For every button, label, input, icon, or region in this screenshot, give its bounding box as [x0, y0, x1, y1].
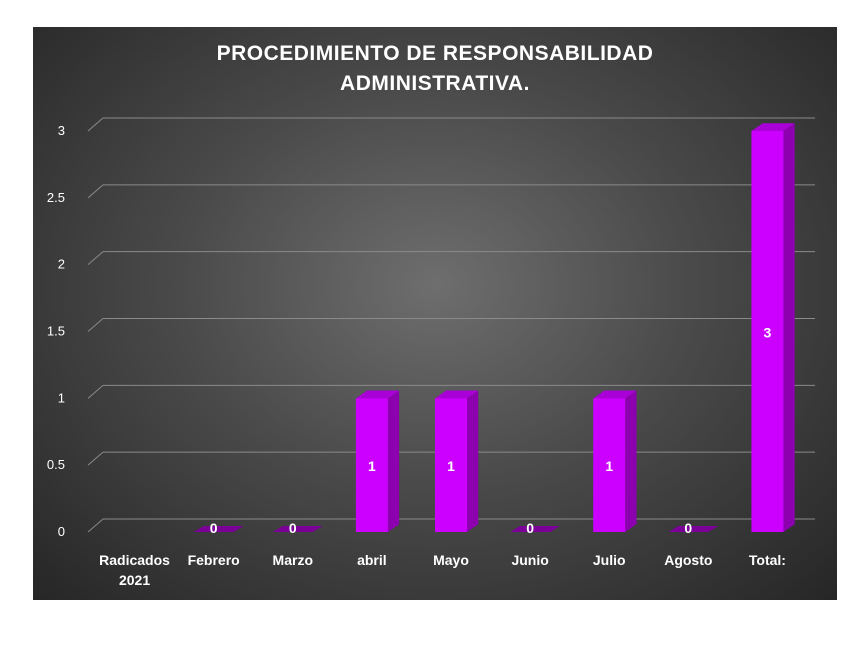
x-category-label: 2021	[119, 572, 150, 588]
gridline-side	[87, 318, 104, 332]
x-category-label: abril	[357, 552, 387, 568]
bar	[751, 131, 784, 532]
data-label: 1	[447, 458, 455, 474]
x-category-label: Total:	[749, 552, 786, 568]
y-tick-label: 1	[58, 390, 65, 405]
bar-side	[783, 123, 795, 532]
gridline-side	[87, 251, 104, 266]
data-label: 1	[605, 458, 613, 474]
bar-top	[593, 390, 637, 399]
data-label: 1	[368, 458, 376, 474]
x-category-label: Mayo	[433, 552, 469, 568]
bar	[355, 398, 388, 532]
gridline-side	[87, 117, 104, 132]
x-category-label: Radicados	[99, 552, 170, 568]
bar-top	[355, 390, 400, 399]
x-category-label: Junio	[511, 552, 548, 568]
bar-chart: PROCEDIMIENTO DE RESPONSABILIDAD ADMINIST…	[47, 42, 815, 588]
bar-side	[467, 390, 479, 532]
bar	[435, 398, 467, 532]
y-tick-label: 3	[58, 123, 65, 138]
data-label: 3	[764, 325, 772, 341]
bar-zero	[668, 526, 719, 532]
x-category-label: Julio	[593, 552, 626, 568]
bar	[593, 398, 626, 532]
bar-top	[435, 390, 479, 399]
data-label: 0	[210, 520, 218, 536]
gridline-side	[87, 451, 104, 466]
chart-title-line: PROCEDIMIENTO DE RESPONSABILIDAD	[217, 42, 654, 65]
gridline-side	[87, 384, 104, 399]
bar-side	[625, 390, 637, 532]
x-category-label: Marzo	[273, 552, 313, 568]
y-tick-label: 1.5	[47, 324, 65, 339]
gridline-side	[87, 184, 104, 199]
bar-side	[387, 390, 400, 532]
gridline-side	[87, 518, 104, 533]
data-label: 0	[526, 520, 534, 536]
y-tick-label: 2	[58, 257, 65, 272]
bar-zero	[272, 526, 323, 532]
bar-top	[751, 123, 795, 131]
y-tick-label: 2.5	[47, 190, 65, 205]
y-tick-label: 0.5	[47, 457, 65, 472]
x-category-label: Agosto	[664, 552, 712, 568]
chart-frame: PROCEDIMIENTO DE RESPONSABILIDAD ADMINIST…	[33, 27, 837, 600]
data-label: 0	[684, 520, 692, 536]
bar-zero	[510, 526, 561, 532]
y-tick-label: 0	[58, 524, 65, 539]
data-label: 0	[289, 520, 297, 536]
chart-title-line: ADMINISTRATIVA.	[340, 72, 530, 95]
bar-zero	[193, 526, 244, 532]
x-category-label: Febrero	[188, 552, 240, 568]
